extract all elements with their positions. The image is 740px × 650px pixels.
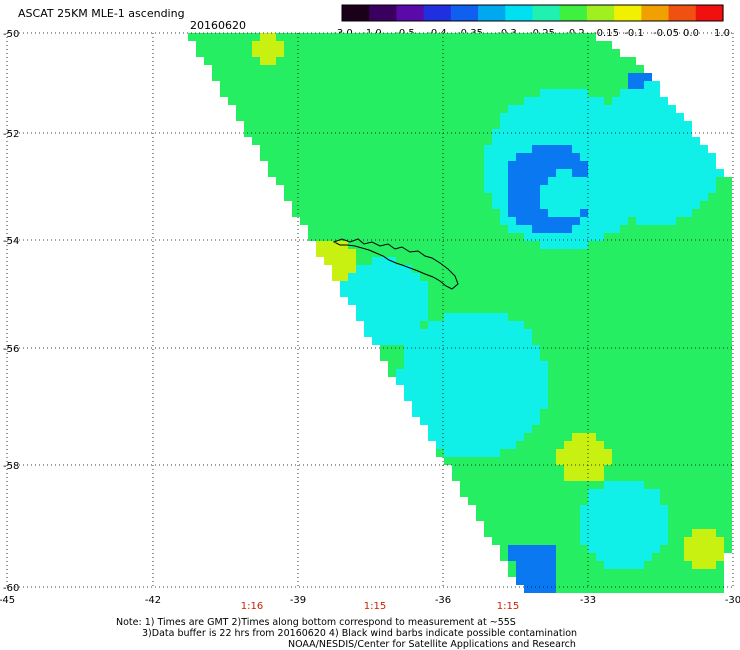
lon-label: -36 <box>435 595 451 606</box>
note-line-1: Note: 1) Times are GMT 2)Times along bot… <box>116 617 516 628</box>
colorbar-label: -0.05 <box>653 28 679 39</box>
note-line-3: NOAA/NESDIS/Center for Satellite Applica… <box>288 639 576 650</box>
lat-label: -60 <box>3 583 19 594</box>
axis-labels: -50 -52 -54 -56 -58 -60-45 -42 -39 -36 -33 -30 1:16… <box>0 29 740 612</box>
colorbar-segment <box>586 5 615 21</box>
colorbar-segment <box>505 5 534 21</box>
lat-lon-grid <box>6 32 734 588</box>
colorbar-segment <box>695 5 724 21</box>
colorbar-label: 1.0 <box>714 28 730 39</box>
wind-swath <box>188 33 732 593</box>
map-date: 20160620 <box>190 19 246 32</box>
colorbar-label: -0.1 <box>624 28 644 39</box>
lat-label: -50 <box>3 29 19 40</box>
colorbar-segment <box>478 5 506 21</box>
colorbar-segment <box>559 5 588 21</box>
map-title: ASCAT 25KM MLE-1 ascending <box>18 7 185 20</box>
lon-label: -33 <box>580 595 596 606</box>
colorbar-segment <box>396 5 425 21</box>
colorbar-segment <box>342 5 370 21</box>
south-georgia-coastline <box>332 238 459 290</box>
colorbar-frame <box>341 4 724 22</box>
colorbar-segment <box>450 5 479 21</box>
colorbar-segment <box>614 5 642 21</box>
note-line-2: 3)Data buffer is 22 hrs from 20160620 4)… <box>142 628 578 639</box>
lat-label: -58 <box>3 461 19 472</box>
lon-label: -39 <box>290 595 306 606</box>
time-label: 1:16 <box>241 601 263 612</box>
colorbar-segment <box>423 5 452 21</box>
lon-label: -45 <box>0 595 15 606</box>
wind-map: -50 -52 -54 -56 -58 -60-45 -42 -39 -36 -33 -30 1:16… <box>0 29 740 612</box>
time-label: 1:15 <box>364 601 386 612</box>
time-label: 1:15 <box>497 601 519 612</box>
colorbar-segment <box>369 5 398 21</box>
lon-label: -30 <box>725 595 740 606</box>
lat-label: -56 <box>3 344 19 355</box>
colorbar-label: -0.15 <box>593 28 619 39</box>
colorbar-segment <box>532 5 561 21</box>
colorbar-segment <box>668 5 697 21</box>
colorbar-segment <box>641 5 670 21</box>
lat-label: -54 <box>3 236 19 247</box>
lon-label: -42 <box>145 595 161 606</box>
lat-label: -52 <box>3 129 19 140</box>
colorbar-label: 0.0 <box>683 28 699 39</box>
